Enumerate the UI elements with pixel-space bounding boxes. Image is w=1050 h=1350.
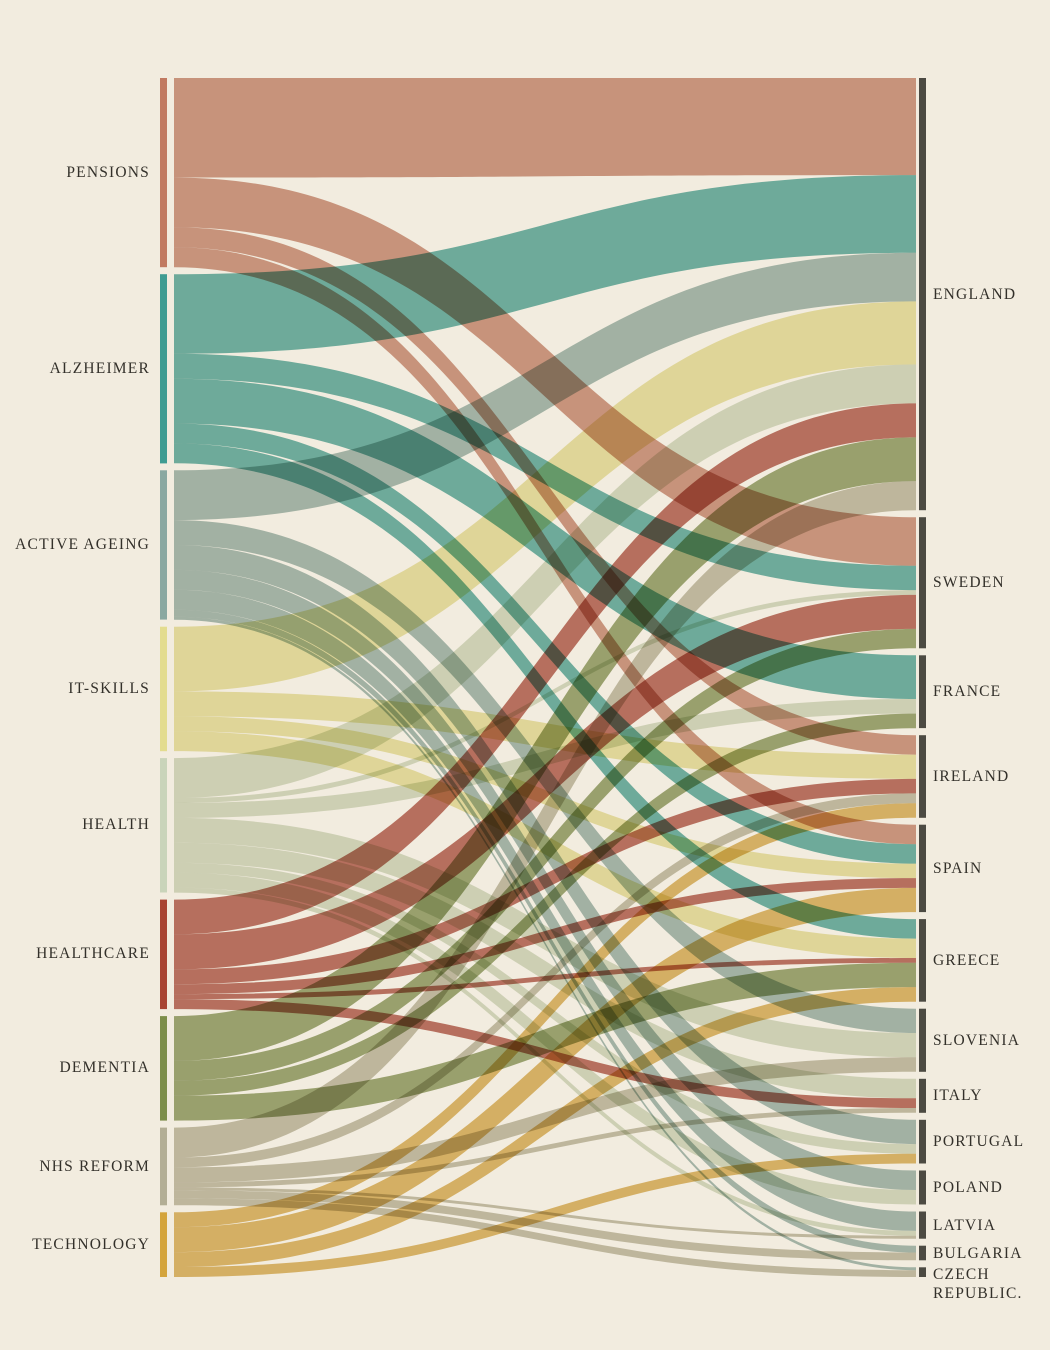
- left-node-bar-it-skills: [160, 626, 167, 752]
- flow-technology-to-portugal: [174, 1153, 916, 1277]
- flow-it-skills-to-greece: [174, 731, 916, 958]
- flow-technology-to-spain: [174, 887, 916, 1253]
- flow-alzheimer-to-england: [174, 175, 916, 354]
- flow-nhs-reform-to-czech-republic: [174, 1198, 916, 1277]
- flow-nhs-reform-to-bulgaria: [174, 1190, 916, 1261]
- left-node-bar-technology: [160, 1212, 167, 1277]
- flow-active-ageing-to-england: [174, 252, 916, 521]
- flow-alzheimer-to-greece: [174, 443, 916, 939]
- left-node-bar-active-ageing: [160, 470, 167, 620]
- right-node-bar-ireland: [919, 735, 926, 818]
- right-node-bar-france: [919, 655, 926, 729]
- left-node-bar-dementia: [160, 1016, 167, 1121]
- flow-nhs-reform-to-england: [174, 481, 916, 1158]
- flow-pensions-to-england: [174, 78, 916, 178]
- left-node-bar-health: [160, 758, 167, 893]
- flow-technology-to-ireland: [174, 803, 916, 1228]
- right-node-bar-latvia: [919, 1211, 926, 1239]
- flow-healthcare-to-england: [174, 403, 916, 935]
- flow-dementia-to-greece: [174, 962, 916, 1121]
- flow-it-skills-to-england: [174, 301, 916, 692]
- flow-healthcare-to-ireland: [174, 778, 916, 985]
- flow-dementia-to-france: [174, 713, 916, 1096]
- flow-dementia-to-sweden: [174, 628, 916, 1081]
- flow-healthcare-to-spain: [174, 878, 916, 995]
- right-node-bar-greece: [919, 919, 926, 1002]
- right-node-bar-italy: [919, 1078, 926, 1113]
- flow-technology-to-greece: [174, 987, 916, 1267]
- flow-health-to-italy: [174, 842, 916, 1099]
- flow-nhs-reform-to-italy: [174, 1108, 916, 1188]
- right-node-bar-england: [919, 78, 926, 511]
- flow-health-to-england: [174, 364, 916, 798]
- left-node-bar-pensions: [160, 78, 167, 268]
- right-node-bar-bulgaria: [919, 1245, 926, 1261]
- right-node-bar-spain: [919, 824, 926, 913]
- flow-dementia-to-england: [174, 437, 916, 1061]
- right-node-bar-poland: [919, 1170, 926, 1205]
- left-node-bar-healthcare: [160, 899, 167, 1010]
- left-node-bar-alzheimer: [160, 274, 167, 464]
- right-node-bar-sweden: [919, 517, 926, 649]
- right-node-bar-portugal: [919, 1119, 926, 1164]
- flow-healthcare-to-sweden: [174, 594, 916, 970]
- flow-nhs-reform-to-ireland: [174, 793, 916, 1168]
- flow-alzheimer-to-france: [174, 378, 916, 699]
- right-node-bar-czech-republic: [919, 1267, 926, 1277]
- flow-health-to-sweden: [174, 590, 916, 803]
- left-node-bar-nhs-reform: [160, 1127, 167, 1206]
- flow-alzheimer-to-spain: [174, 423, 916, 864]
- right-node-bar-slovenia: [919, 1008, 926, 1072]
